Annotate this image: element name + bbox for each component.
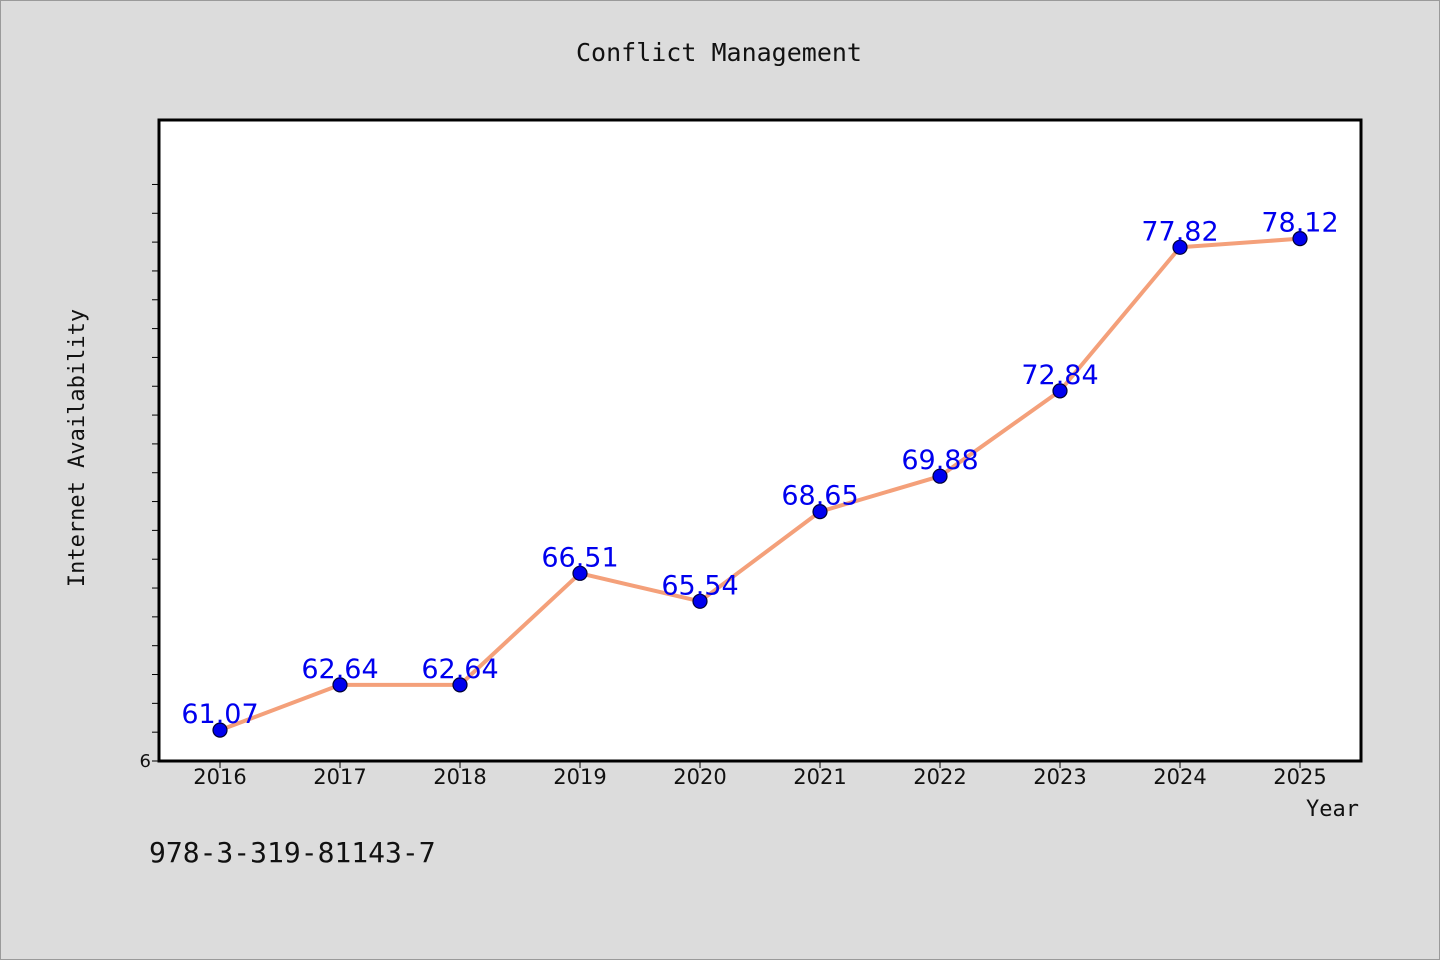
data-label: 66.51 <box>541 542 618 573</box>
data-label: 68.65 <box>781 481 858 512</box>
data-label: 72.84 <box>1021 360 1098 391</box>
data-point <box>452 677 468 693</box>
x-tick-label: 2023 <box>1033 765 1086 789</box>
data-label: 65.54 <box>661 570 738 601</box>
y-axis-ticks: 6 <box>140 183 159 772</box>
isbn-footer: 978-3-319-81143-7 <box>149 836 436 869</box>
data-label: 78.12 <box>1261 208 1338 239</box>
x-tick-label: 2019 <box>553 765 606 789</box>
data-point <box>1172 239 1188 255</box>
x-tick-label: 2017 <box>313 765 366 789</box>
data-point <box>1052 383 1068 399</box>
data-point <box>932 468 948 484</box>
series-line-group <box>219 236 1301 733</box>
data-label: 61.07 <box>181 699 258 730</box>
x-tick-label: 2020 <box>673 765 726 789</box>
x-tick-label: 2022 <box>913 765 966 789</box>
y-axis-label: Internet Availability <box>65 309 90 587</box>
data-point <box>1292 231 1308 247</box>
data-labels: 61.07 62.64 62.64 66.51 65.54 68.65 69.88 72.84… <box>181 208 1338 731</box>
x-axis-label: Year <box>1306 797 1359 822</box>
data-markers <box>212 231 1308 738</box>
data-label: 62.64 <box>421 654 498 685</box>
data-label: 62.64 <box>301 654 378 685</box>
plot-area <box>159 120 1361 761</box>
x-tick-label: 2018 <box>433 765 486 789</box>
plot-border <box>157 118 1363 763</box>
chart-title: Conflict Management <box>576 38 862 67</box>
x-tick-label: 2025 <box>1273 765 1326 789</box>
data-label: 69.88 <box>901 445 978 476</box>
x-tick-label: 2021 <box>793 765 846 789</box>
series-line <box>219 236 1301 733</box>
y-tick-label: 6 <box>140 751 151 772</box>
data-point <box>332 677 348 693</box>
x-tick-label: 2016 <box>193 765 246 789</box>
data-point <box>692 593 708 609</box>
x-axis-ticks: 2016 2017 2018 2019 2020 2021 2022 2023 2024 2025 <box>193 761 1327 789</box>
x-tick-label: 2024 <box>1153 765 1206 789</box>
data-point <box>212 722 228 738</box>
data-label: 77.82 <box>1141 216 1218 247</box>
data-point <box>812 504 828 520</box>
data-point <box>572 565 588 581</box>
